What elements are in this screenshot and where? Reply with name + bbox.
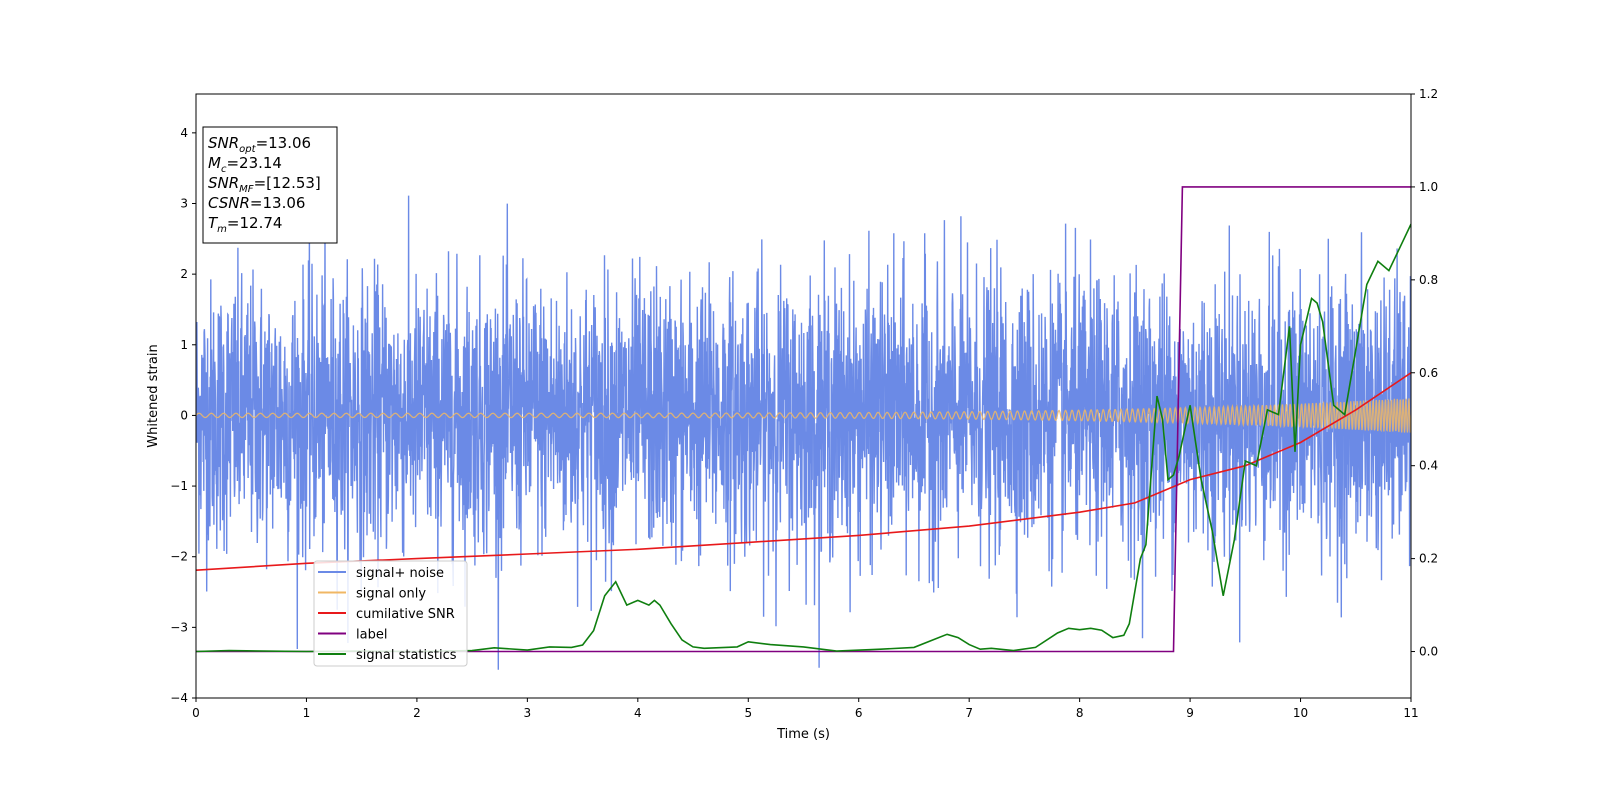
x-tick-label: 4 <box>634 706 642 720</box>
series-signal-statistics-line <box>196 223 1411 653</box>
annotation-line: SNRMF=[12.53] <box>208 174 321 195</box>
y2-tick-label: 1.2 <box>1419 87 1438 101</box>
y-tick-label: −3 <box>170 620 188 634</box>
y-tick-label: 2 <box>180 267 188 281</box>
annotation-box: SNRopt=13.06Mc=23.14SNRMF=[12.53]CSNR=13… <box>202 126 338 244</box>
y-tick-label: 0 <box>180 408 188 422</box>
y2-tick-label: 0.6 <box>1419 366 1438 380</box>
legend-label-signal-only: signal only <box>356 587 426 602</box>
legend-label-signal-statistics: signal statistics <box>356 648 457 663</box>
legend-frame <box>313 560 468 667</box>
series-signal-only-line <box>196 398 1411 433</box>
annotation-frame <box>202 126 338 244</box>
y2-tick-label: 0.0 <box>1419 645 1438 659</box>
y-tick-label: 1 <box>180 338 188 352</box>
annotation-line: SNRopt=13.06 <box>208 134 311 155</box>
y-tick-label: −4 <box>170 691 188 705</box>
annotation-line: Mc=23.14 <box>208 154 282 175</box>
y-axis-label: Whitened strain <box>146 344 161 447</box>
x-tick-label: 2 <box>413 706 421 720</box>
y-tick-label: 4 <box>180 126 188 140</box>
axes-frame <box>195 93 1412 699</box>
x-tick-label: 11 <box>1403 706 1418 720</box>
x-tick-label: 3 <box>524 706 532 720</box>
y2-tick-label: 0.4 <box>1419 459 1438 473</box>
plot-area <box>196 186 1411 670</box>
y-tick-label: −1 <box>170 479 188 493</box>
legend-label-cumilative-snr: cumilative SNR <box>356 607 455 622</box>
x-tick-label: 10 <box>1293 706 1308 720</box>
legend: signal+ noise signal only cumilative SNR la… <box>313 560 468 667</box>
legend-label-label: label <box>356 628 387 643</box>
x-tick-label: 1 <box>303 706 311 720</box>
y2-tick-label: 0.8 <box>1419 273 1438 287</box>
x-tick-label: 6 <box>855 706 863 720</box>
series-label-line <box>196 186 1411 653</box>
y2-tick-label: 0.2 <box>1419 552 1438 566</box>
y-tick-label: −2 <box>170 550 188 564</box>
y-tick-label: 3 <box>180 196 188 210</box>
annotation-line: CSNR=13.06 <box>208 194 305 212</box>
x-tick-label: 5 <box>744 706 752 720</box>
y2-tick-label: 1.0 <box>1419 180 1438 194</box>
x-tick-label: 8 <box>1076 706 1084 720</box>
x-axis-label: Time (s) <box>776 727 830 742</box>
legend-label-signal-noise: signal+ noise <box>356 566 444 581</box>
x-tick-label: 0 <box>192 706 200 720</box>
annotation-line: Tm=12.74 <box>208 214 282 235</box>
x-tick-label: 9 <box>1186 706 1194 720</box>
series-cumilative-snr-line <box>196 372 1411 571</box>
x-tick-label: 7 <box>965 706 973 720</box>
